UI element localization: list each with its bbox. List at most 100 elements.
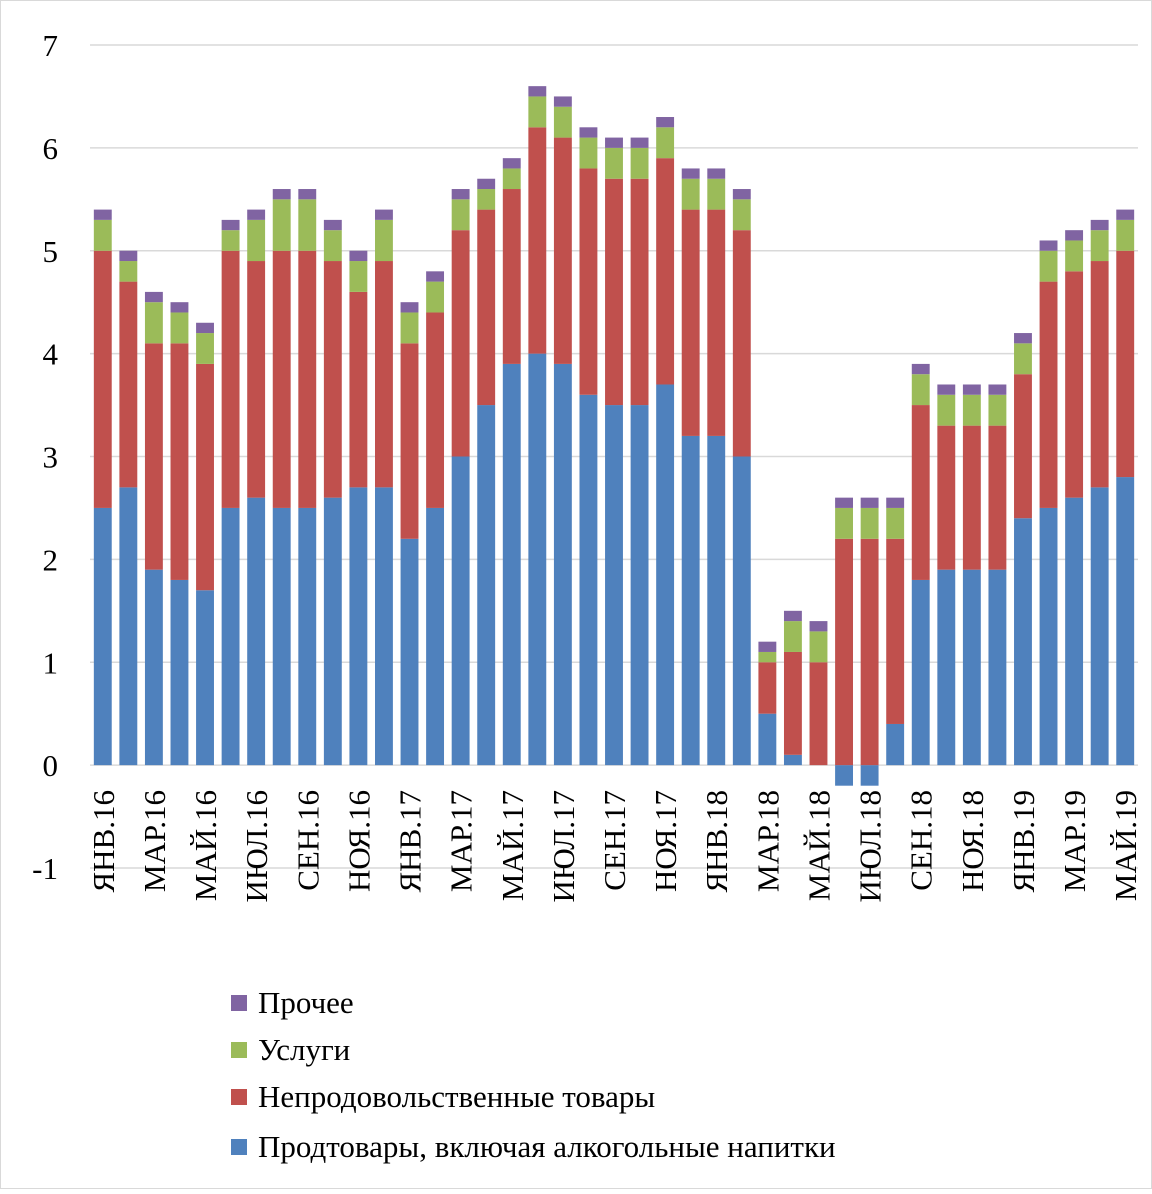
bar-segment (835, 497, 853, 508)
bar-segment (605, 178, 623, 406)
y-tick-label: 2 (43, 542, 59, 577)
bar-segment (426, 281, 445, 313)
bar-segment (732, 456, 751, 766)
x-tick-label: СЕН.17 (597, 790, 632, 891)
bar-segment (1039, 281, 1058, 508)
bar-segment (528, 96, 547, 128)
bar-segment (221, 230, 240, 251)
bar-segment (809, 631, 828, 663)
bar-segment (272, 507, 291, 766)
bar-segment (1065, 271, 1084, 498)
bar-segment (170, 302, 189, 313)
bar-segment (1065, 230, 1084, 241)
bar-segment (860, 538, 879, 766)
bar-segment (988, 425, 1007, 570)
y-tick-label: 6 (43, 131, 59, 166)
bar-segment (988, 384, 1007, 395)
bar-segment (375, 209, 393, 220)
bar-segment (707, 178, 726, 210)
bar-segment (911, 579, 930, 766)
bar-segment (860, 497, 879, 508)
x-tick-label: МАР.19 (1057, 790, 1092, 892)
bar-segment (579, 127, 598, 138)
bar-segment (1065, 240, 1084, 272)
bar-segment (477, 189, 496, 210)
x-tick-label: МАЙ.19 (1108, 790, 1143, 901)
bar-segment (630, 147, 649, 179)
bar-segment (553, 106, 572, 138)
bar-segment (605, 405, 623, 766)
bar-segment (962, 384, 981, 395)
bar-segment (1039, 507, 1058, 766)
bar-segment (221, 507, 240, 766)
bar-segment (962, 569, 981, 766)
bar-segment (298, 189, 317, 200)
bar-segment (502, 189, 521, 364)
bar-segment (1039, 250, 1058, 282)
bar-segment (400, 343, 419, 539)
bar-segment (1116, 209, 1135, 220)
x-tick-label: МАЙ.17 (495, 790, 530, 901)
bar-segment (937, 384, 956, 395)
bar-segment (119, 261, 138, 282)
bar-segment (477, 209, 496, 406)
bar-segment (349, 291, 368, 488)
bar-segment (323, 497, 342, 766)
bar-segment (1116, 219, 1135, 251)
bar-segment (758, 662, 777, 714)
bar-segment (783, 621, 802, 652)
x-tick-label: СЕН.16 (290, 790, 325, 891)
x-tick-label: НОЯ.16 (341, 790, 376, 892)
bar-segment (681, 168, 700, 179)
bar-segment (605, 147, 623, 179)
y-tick-label: -1 (32, 851, 58, 886)
legend-swatch (231, 1042, 247, 1058)
bar-segment (221, 219, 240, 231)
bar-segment (1014, 343, 1032, 375)
x-tick-label: МАР.16 (137, 790, 172, 892)
bar-segment (119, 487, 138, 766)
y-tick-label: 4 (43, 337, 59, 372)
bar-segment (247, 497, 266, 766)
bar-segment (707, 168, 726, 179)
x-tick-label: ИЮЛ.17 (546, 790, 581, 902)
bar-segment (1090, 487, 1109, 766)
bar-segment (707, 209, 726, 436)
bar-segment (1039, 240, 1058, 251)
bar-segment (323, 230, 342, 262)
bar-segment (1014, 333, 1032, 344)
bar-segment (630, 178, 649, 406)
bar-segment (656, 158, 675, 385)
bar-segment (886, 538, 905, 724)
bar-segment (93, 209, 112, 220)
bar-segment (349, 250, 368, 262)
bar-segment (400, 302, 419, 313)
bar-segment (886, 507, 905, 539)
bar-segment (758, 651, 777, 663)
bar-segment (681, 178, 700, 210)
bar-segment (144, 343, 163, 570)
bar-segment (911, 405, 930, 580)
bar-segment (835, 538, 853, 766)
x-tick-label: МАР.17 (444, 790, 479, 892)
bar-segment (272, 250, 291, 508)
bar-segment (528, 86, 547, 97)
bar-segment (426, 507, 445, 766)
bar-segment (962, 394, 981, 426)
bar-segment (656, 117, 675, 128)
bar-segment (144, 302, 163, 344)
y-tick-label: 3 (43, 440, 59, 475)
bar-segment (911, 374, 930, 406)
bar-segment (732, 189, 751, 200)
bar-segment (630, 137, 649, 148)
bar-segment (1065, 497, 1084, 766)
bar-segment (349, 487, 368, 766)
bar-segment (196, 322, 214, 334)
bar-segment (758, 713, 777, 766)
x-tick-label: НОЯ.18 (955, 790, 990, 892)
bar-segment (170, 579, 189, 766)
bar-segment (298, 507, 317, 766)
bar-segment (937, 425, 956, 570)
